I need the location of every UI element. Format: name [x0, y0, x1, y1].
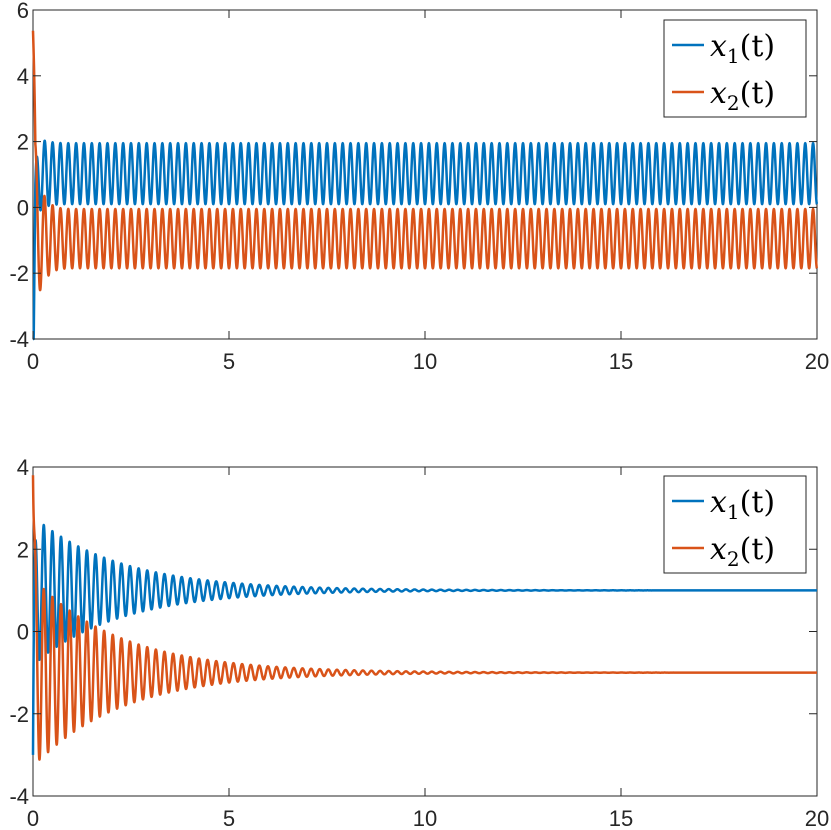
- top-x-tick-label-0: 0: [27, 349, 39, 374]
- bottom-x-tick-label-4: 20: [805, 806, 829, 830]
- bottom-x-tick-label-0: 0: [27, 806, 39, 830]
- top-x-tick-label-3: 15: [609, 349, 633, 374]
- top-x-tick-label-4: 20: [805, 349, 829, 374]
- top-chart-legend: x1(t) x2(t): [663, 19, 807, 118]
- top-series-x1-line: [31, 139, 819, 341]
- top-legend-box: [663, 19, 807, 118]
- bottom-legend-label-x2: x2(t): [710, 532, 775, 571]
- top-chart-series: [31, 30, 819, 341]
- bottom-chart-ticks: 0 5 10 15 20 -4 -2 0 2 4: [9, 455, 829, 830]
- bottom-x-tick-label-2: 10: [413, 806, 437, 830]
- top-y-tick-label-0: -4: [9, 327, 29, 352]
- bottom-series-x2-line: [31, 475, 819, 761]
- top-y-tick-label-4: 4: [17, 64, 29, 89]
- bottom-x-tick-label-3: 15: [609, 806, 633, 830]
- bottom-legend-label-x1: x1(t): [710, 485, 775, 524]
- bottom-series-x1-line: [31, 523, 819, 755]
- top-y-tick-label-5: 6: [17, 0, 29, 23]
- bottom-y-tick-label-3: 2: [17, 537, 29, 562]
- top-y-tick-label-2: 0: [17, 195, 29, 220]
- bottom-x-tick-label-1: 5: [223, 806, 235, 830]
- bottom-y-tick-label-1: -2: [9, 702, 29, 727]
- bottom-chart-series: [31, 475, 819, 761]
- top-legend-label-x2: x2(t): [710, 76, 775, 115]
- top-series-x2-line: [31, 30, 819, 292]
- top-x-tick-label-2: 10: [413, 349, 437, 374]
- top-legend-label-x1: x1(t): [710, 29, 775, 68]
- top-y-tick-label-3: 2: [17, 130, 29, 155]
- bottom-chart-legend: x1(t) x2(t): [663, 475, 807, 574]
- top-y-tick-label-1: -2: [9, 261, 29, 286]
- bottom-legend-box: [663, 475, 807, 574]
- top-chart-ticks: 0 5 10 15 20 -4 -2 0 2 4 6: [9, 0, 829, 374]
- bottom-chart: 0 5 10 15 20 -4 -2 0 2 4 x1(t) x2(t): [9, 455, 829, 830]
- top-x-tick-label-1: 5: [223, 349, 235, 374]
- bottom-y-tick-label-4: 4: [17, 455, 29, 480]
- top-chart: 0 5 10 15 20 -4 -2 0 2 4 6 x1(t) x2(t): [9, 0, 829, 374]
- bottom-y-tick-label-2: 0: [17, 620, 29, 645]
- bottom-y-tick-label-0: -4: [9, 784, 29, 809]
